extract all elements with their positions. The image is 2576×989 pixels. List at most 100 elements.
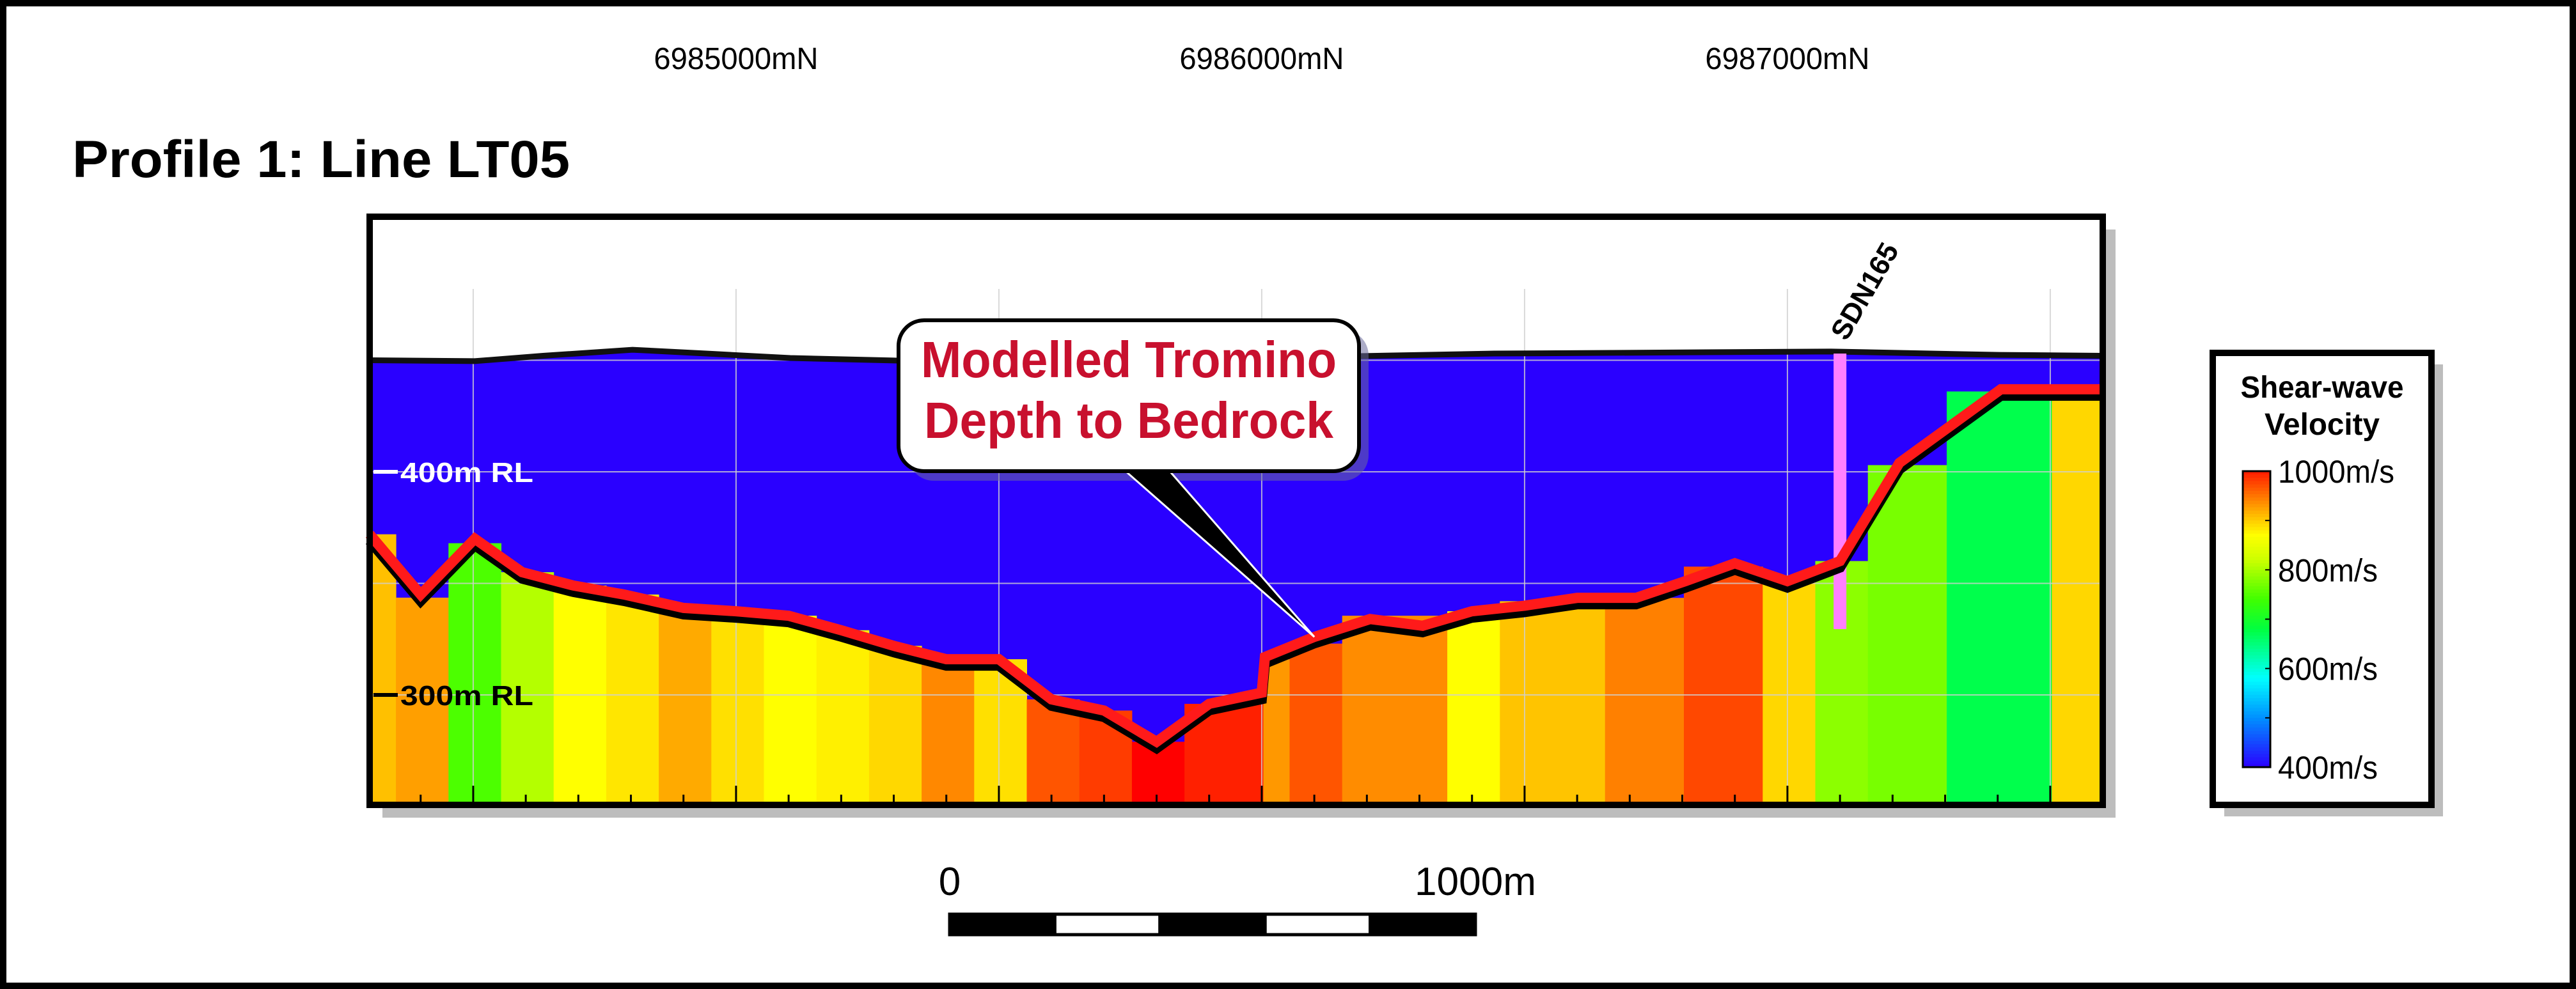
velocity-column-7 <box>711 611 764 805</box>
legend-bar-segment <box>2243 556 2270 561</box>
legend-bar-segment <box>2243 559 2270 565</box>
legend-bar-segment <box>2243 662 2270 666</box>
scale-bar-segment-0 <box>948 912 1056 937</box>
legend-bar-segment <box>2243 658 2270 663</box>
page-title: Profile 1: Line LT05 <box>72 130 570 189</box>
legend-bar-segment <box>2243 510 2270 515</box>
legend-bar-segment <box>2243 714 2270 719</box>
legend-bar-segment <box>2243 717 2270 722</box>
legend-bar-segment <box>2243 632 2270 637</box>
scale-bar: 0 1000m <box>939 860 1536 937</box>
legend-bar-segment <box>2243 625 2270 630</box>
callout-text-line-1: Modelled Tromino <box>921 331 1337 388</box>
legend-bar-segment <box>2243 705 2270 709</box>
ground-surface-line <box>369 347 2103 364</box>
legend-bar-segment <box>2243 563 2270 568</box>
legend-bar-segment <box>2243 540 2270 545</box>
legend-bar-segment <box>2243 681 2270 686</box>
scale-bar-segment-2 <box>1158 912 1267 937</box>
annotation-callout: Modelled Tromino Depth to Bedrock <box>897 318 1369 638</box>
legend-bar-segment <box>2243 487 2270 492</box>
legend-label-1000: 1000m/s <box>2278 454 2394 490</box>
legend-bar-segment <box>2243 642 2270 646</box>
scale-bar-segment-1 <box>1053 912 1162 937</box>
rl-labels: 400m RL 300m RL <box>373 457 533 712</box>
legend-bar-segment <box>2243 747 2270 752</box>
legend-bar-segment <box>2243 688 2270 692</box>
legend-label-800: 800m/s <box>2278 552 2378 588</box>
legend-bar-segment <box>2243 513 2270 518</box>
legend-bar-segment <box>2243 701 2270 706</box>
velocity-column-19 <box>1342 616 1448 805</box>
legend-bar-segment <box>2243 635 2270 640</box>
velocity-column-8 <box>764 616 817 805</box>
legend-bar-segment <box>2243 494 2270 499</box>
legend-bar-segment <box>2243 671 2270 676</box>
velocity-column-27 <box>1947 391 2052 805</box>
legend-bar-segment <box>2243 484 2270 488</box>
velocity-column-0 <box>370 534 397 805</box>
legend-bar-segment <box>2243 628 2270 634</box>
callout-box <box>897 318 1361 473</box>
legend-bar-segment <box>2243 697 2270 703</box>
legend-bar-segment <box>2243 566 2270 571</box>
profile-plot: SDN165 <box>365 237 2103 805</box>
legend-bar-segment <box>2243 481 2270 485</box>
legend-bar-segment <box>2243 596 2270 600</box>
velocity-column-21 <box>1500 601 1606 805</box>
legend-bar-segment <box>2243 616 2270 620</box>
legend-title-line-2: Velocity <box>2265 408 2380 442</box>
legend-bar-segment <box>2243 724 2270 729</box>
velocity-column-23 <box>1684 566 1763 805</box>
legend-bar-segment <box>2243 708 2270 712</box>
velocity-column-13 <box>1026 699 1080 805</box>
velocity-column-18 <box>1289 643 1343 805</box>
callout-text-line-2: Depth to Bedrock <box>924 392 1333 449</box>
legend-labels: 1000m/s 800m/s 600m/s 400m/s <box>2278 454 2394 786</box>
legend-bar-segment <box>2243 691 2270 696</box>
velocity-column-10 <box>868 646 922 805</box>
legend-bar-segment <box>2243 471 2270 476</box>
legend-bar-segment <box>2243 524 2270 528</box>
legend-bar-segment <box>2243 547 2270 551</box>
legend-bar-segment <box>2243 609 2270 614</box>
velocity-column-28 <box>2052 391 2103 805</box>
legend-bar-segment <box>2243 543 2270 548</box>
northing-label-6986000: 6986000mN <box>1179 42 1344 76</box>
legend-color-bar <box>2242 470 2272 768</box>
rl-label-300: 300m RL <box>400 680 533 712</box>
legend-bar-segment <box>2243 694 2270 699</box>
legend-bar-segment <box>2243 570 2270 574</box>
legend-bar-segment <box>2243 731 2270 735</box>
legend-bar-segment <box>2243 527 2270 531</box>
legend-bar-segment <box>2243 599 2270 604</box>
legend-bar-segment <box>2243 507 2270 511</box>
legend-bar-segment <box>2243 602 2270 607</box>
legend-bar-segment <box>2243 720 2270 726</box>
velocity-column-24 <box>1763 581 1816 805</box>
legend-bar-segment <box>2243 497 2270 502</box>
legend-bar-segment <box>2243 728 2270 732</box>
velocity-column-26 <box>1867 465 1947 805</box>
legend-bar-segment <box>2243 737 2270 742</box>
legend-bar-segment <box>2243 740 2270 745</box>
legend-bar-segment <box>2243 678 2270 683</box>
velocity-column-2 <box>448 543 501 805</box>
scale-bar-label-1000m: 1000m <box>1415 860 1536 904</box>
velocity-column-9 <box>816 630 870 805</box>
legend-bar-segment <box>2243 504 2270 508</box>
legend-bar-segment <box>2243 754 2270 758</box>
legend-bar-segment <box>2243 674 2270 680</box>
legend-label-600: 600m/s <box>2278 651 2378 687</box>
bedrock-depth-line <box>365 384 2103 748</box>
northing-label-6987000: 6987000mN <box>1705 42 1869 76</box>
legend-bar-segment <box>2243 645 2270 650</box>
legend-bar-segment <box>2243 579 2270 584</box>
legend-bar-segment <box>2243 593 2270 597</box>
bedrock-line-shadow <box>365 390 2103 754</box>
plot-frame <box>366 214 2106 808</box>
legend-bar-segment <box>2243 530 2270 534</box>
legend-bar-segment <box>2243 639 2270 643</box>
legend-bar-segment <box>2243 605 2270 611</box>
